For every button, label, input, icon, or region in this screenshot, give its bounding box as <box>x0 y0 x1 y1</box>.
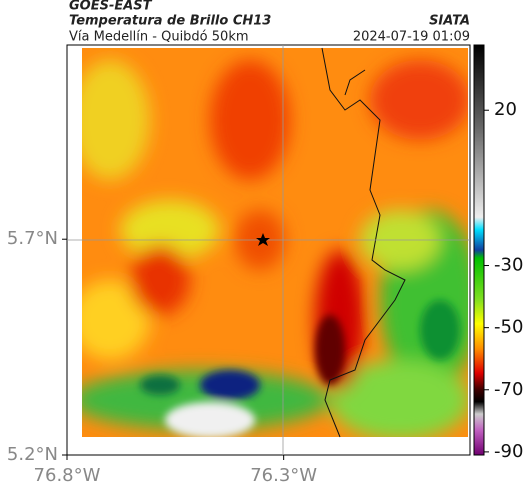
region: Vía Medellín - Quibdó 50km <box>69 30 249 45</box>
colorbar-tick-label: 20 <box>494 99 517 120</box>
lat-tick-label: 5.7°N <box>7 228 58 249</box>
ticks: 76.8°W 76.3°W 5.7°N 5.2°N 20 -30 -50 -70 -90 <box>7 99 524 486</box>
border <box>321 47 406 438</box>
colorbar <box>473 44 485 456</box>
product: Temperatura de Brillo CH13 <box>69 14 271 29</box>
location-marker <box>256 233 270 246</box>
colorbar-tick-label: -90 <box>494 441 523 462</box>
source: SIATA <box>429 14 470 29</box>
lon-tick-label: 76.8°W <box>34 465 101 486</box>
river <box>344 69 366 96</box>
datetime: 2024-07-19 01:09 <box>353 30 470 45</box>
colorbar-tick-label: -50 <box>494 317 523 338</box>
lat-tick-label: 5.2°N <box>7 444 58 465</box>
colorbar-tick-label: -70 <box>494 379 523 400</box>
brightness-field <box>82 48 468 437</box>
colorbar-tick-label: -30 <box>494 255 523 276</box>
lon-tick-label: 76.3°W <box>250 465 317 486</box>
satellite: GOES-EAST <box>69 0 153 14</box>
